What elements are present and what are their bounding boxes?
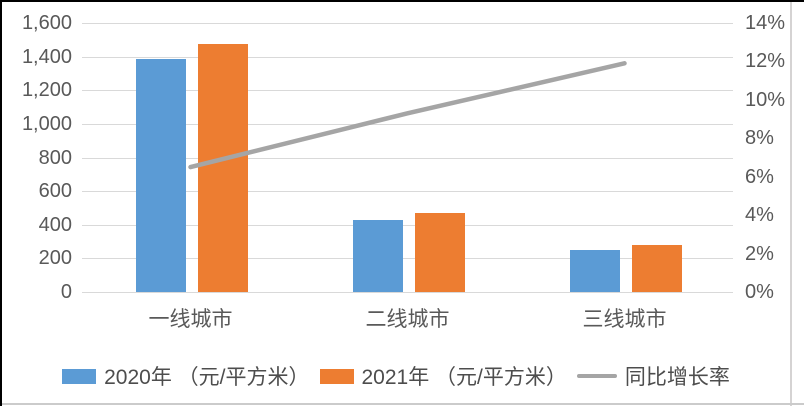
growth-line: [188, 61, 627, 170]
gridline: [82, 258, 733, 260]
bar-2021-0: [198, 44, 248, 292]
legend-swatch-2020: [62, 368, 97, 384]
left-axis-tick: 1,200: [21, 79, 72, 102]
growth-line-layer: [188, 61, 627, 170]
gridline: [82, 224, 733, 226]
gridline: [82, 157, 733, 159]
left-axis-tick: 1,400: [21, 45, 72, 68]
plot-area: [82, 23, 733, 293]
legend-item-2021: 2021年 （元/平方米）: [319, 361, 567, 391]
legend-swatch-2021: [319, 368, 354, 384]
legend-line-swatch-growth: [576, 374, 617, 378]
right-axis-tick: 0%: [745, 281, 774, 303]
cell-gridline-bottom: [2, 403, 804, 405]
left-axis-tick: 1,000: [21, 112, 72, 135]
right-axis-tick: 8%: [745, 127, 774, 150]
category-label-2: 三线城市: [582, 308, 667, 331]
bar-2021-2: [632, 244, 682, 292]
gridline: [82, 191, 733, 193]
right-axis: 0% 2% 4% 6% 8% 10% 12% 14%: [745, 13, 804, 302]
right-axis-tick: 14%: [745, 12, 786, 34]
bar-2020-2: [570, 249, 620, 292]
cell-gridline-right: [790, 2, 792, 406]
legend-item-2020: 2020年 （元/平方米）: [62, 361, 310, 391]
right-axis-tick: 12%: [745, 50, 786, 73]
legend-label-growth: 同比增长率: [624, 366, 730, 389]
left-axis-tick: 0: [60, 281, 72, 303]
left-axis-tick: 200: [38, 247, 72, 270]
bar-2020-1: [353, 219, 403, 292]
category-label-0: 一线城市: [148, 308, 233, 331]
gridline: [82, 90, 733, 92]
gridline: [82, 123, 733, 125]
gridline: [82, 56, 733, 58]
left-axis-tick: 400: [38, 213, 72, 236]
legend-item-growth: 同比增长率: [576, 361, 730, 391]
legend-label-2020: 2020年 （元/平方米）: [104, 366, 310, 389]
bar-2020-0: [136, 59, 186, 292]
legend: 2020年 （元/平方米） 2021年 （元/平方米） 同比增长率: [2, 362, 790, 390]
legend-label-2021: 2021年 （元/平方米）: [361, 366, 567, 389]
category-axis: 一线城市 二线城市 三线城市: [82, 308, 733, 334]
bar-2021-1: [415, 212, 465, 292]
left-axis-tick: 1,600: [21, 12, 72, 34]
right-axis-tick: 2%: [745, 242, 774, 265]
gridline: [82, 292, 733, 293]
right-axis-tick: 4%: [745, 204, 774, 227]
gridline: [82, 23, 733, 24]
right-axis-tick: 6%: [745, 165, 774, 188]
right-axis-tick: 10%: [745, 88, 786, 111]
left-axis-tick: 800: [38, 146, 72, 169]
category-label-1: 二线城市: [365, 308, 450, 331]
left-axis-tick: 600: [38, 180, 72, 203]
left-axis: 0 200 400 600 800 1,000 1,200 1,400 1,600: [2, 13, 72, 302]
